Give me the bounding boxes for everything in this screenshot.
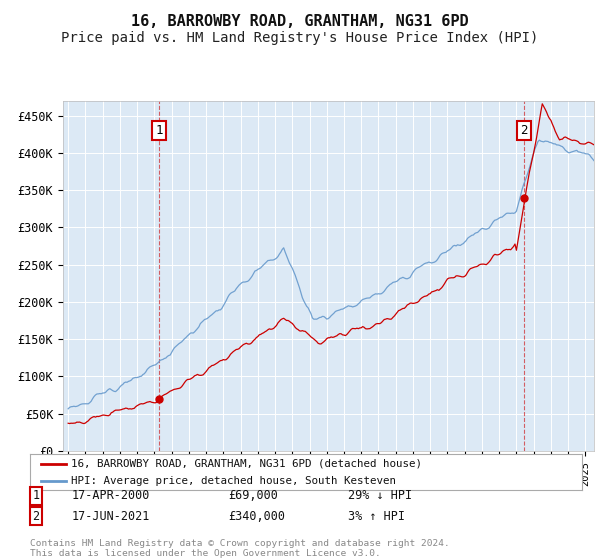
Text: Contains HM Land Registry data © Crown copyright and database right 2024.
This d: Contains HM Land Registry data © Crown c… <box>30 539 450 558</box>
Text: 16, BARROWBY ROAD, GRANTHAM, NG31 6PD (detached house): 16, BARROWBY ROAD, GRANTHAM, NG31 6PD (d… <box>71 459 422 469</box>
Text: 17-JUN-2021: 17-JUN-2021 <box>72 510 151 523</box>
Text: £69,000: £69,000 <box>228 489 278 502</box>
Text: HPI: Average price, detached house, South Kesteven: HPI: Average price, detached house, Sout… <box>71 476 397 486</box>
Text: 17-APR-2000: 17-APR-2000 <box>72 489 151 502</box>
Text: Price paid vs. HM Land Registry's House Price Index (HPI): Price paid vs. HM Land Registry's House … <box>61 31 539 45</box>
Text: 1: 1 <box>32 489 40 502</box>
Text: 16, BARROWBY ROAD, GRANTHAM, NG31 6PD: 16, BARROWBY ROAD, GRANTHAM, NG31 6PD <box>131 14 469 29</box>
Text: 2: 2 <box>32 510 40 523</box>
Text: 2: 2 <box>521 124 528 137</box>
Text: 3% ↑ HPI: 3% ↑ HPI <box>348 510 405 523</box>
Text: £340,000: £340,000 <box>228 510 285 523</box>
Text: 29% ↓ HPI: 29% ↓ HPI <box>348 489 412 502</box>
Text: 1: 1 <box>155 124 163 137</box>
